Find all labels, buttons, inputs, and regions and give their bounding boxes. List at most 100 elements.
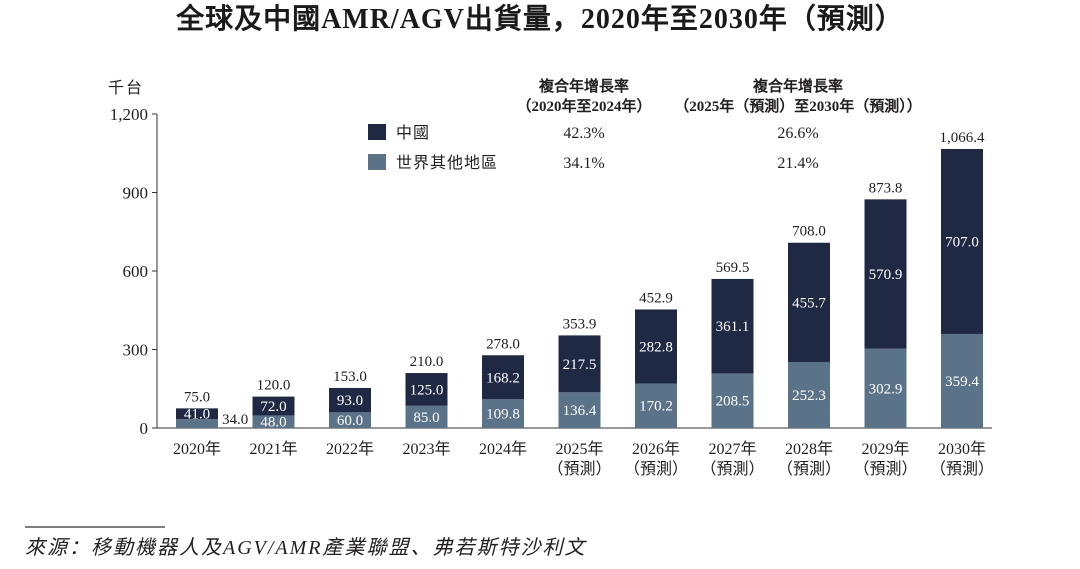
bar-segment-china: [788, 242, 830, 362]
bar-segment-rest-of-world: [864, 348, 907, 428]
segment-value-label: 109.8: [486, 407, 520, 423]
segment-value-label: 125.0: [410, 382, 444, 398]
segment-value-label: 217.5: [563, 357, 597, 373]
bar-total-label: 452.9: [639, 290, 673, 306]
bar-segment-china: [482, 355, 524, 400]
chart-title: 全球及中國AMR/AGV出貨量，2020年至2030年（預測）: [176, 4, 904, 35]
x-tick-label: 2029年: [861, 440, 909, 458]
bar-group: 359.4 707.0 1,066.4 2030年 （預測）: [930, 130, 994, 478]
bar-segment-china: [176, 408, 218, 420]
segment-value-label: 361.1: [716, 319, 750, 335]
segment-value-label: 34.0: [222, 412, 248, 428]
y-tick-label: 1,200: [110, 105, 148, 124]
cagr-period: （2020年至2024年）: [516, 97, 651, 115]
segment-value-label: 282.8: [639, 339, 673, 355]
segment-value-label: 170.2: [639, 399, 673, 415]
cagr-value-china: 42.3%: [563, 125, 604, 142]
legend-label-rest-of-world: 世界其他地區: [396, 154, 498, 172]
segment-value-label: 136.4: [563, 403, 597, 419]
x-tick-label: 2028年: [785, 440, 833, 458]
legend-label-china: 中國: [396, 124, 430, 142]
segment-value-label: 168.2: [486, 370, 520, 386]
x-tick-label: 2024年: [479, 440, 527, 458]
bar-group: 252.3 455.7 708.0 2028年 （預測）: [777, 224, 841, 478]
segment-value-label: 60.0: [337, 413, 363, 429]
bar-segment-rest-of-world: [482, 399, 524, 428]
bar-segment-rest-of-world: [558, 392, 601, 428]
cagr-table: 複合年增長率 （2020年至2024年） 42.3% 34.1% 複合年增長率 …: [516, 77, 921, 172]
bar-group: 34.0 41.0 75.0 2020年: [173, 389, 248, 458]
segment-value-label: 41.0: [184, 407, 210, 423]
cagr-heading: 複合年增長率: [752, 77, 843, 95]
plot-area: 0 300 600 900 1,200 34.0 41.0 75.0 2020年 48.072.0…: [110, 105, 994, 478]
bar-segment-china: [405, 373, 448, 406]
bar-segment-rest-of-world: [252, 415, 295, 428]
bar-segment-rest-of-world: [941, 333, 983, 428]
bar-total-label: 120.0: [257, 378, 291, 394]
bar-segment-rest-of-world: [176, 419, 218, 428]
bar-total-label: 569.5: [716, 260, 750, 276]
bar-segment-china: [941, 148, 983, 334]
y-tick-label: 600: [123, 262, 149, 281]
bar-segment-rest-of-world: [788, 361, 830, 428]
x-tick-sublabel: （預測）: [547, 460, 611, 478]
bar-total-label: 873.8: [869, 180, 903, 196]
bar-total-label: 278.0: [486, 336, 520, 352]
y-tick-label: 900: [123, 184, 149, 203]
bar-segment-rest-of-world: [711, 373, 754, 428]
segment-value-label: 252.3: [792, 388, 826, 404]
x-tick-sublabel: （預測）: [700, 460, 764, 478]
bar-segment-china: [558, 335, 601, 393]
segment-value-label: 208.5: [716, 394, 750, 410]
bar-segment-rest-of-world: [405, 405, 448, 428]
cagr-heading: 複合年增長率: [538, 77, 629, 95]
bar-group: 302.9 570.9 873.8 2029年 （預測）: [853, 180, 917, 478]
bar-segment-china: [864, 199, 907, 349]
segment-value-label: 707.0: [945, 234, 979, 250]
segment-value-label: 570.9: [869, 267, 903, 283]
bar-segment-china: [329, 387, 371, 413]
x-tick-label: 2027年: [708, 440, 756, 458]
bar-segment-rest-of-world: [329, 412, 371, 428]
x-tick-label: 2022年: [326, 440, 374, 458]
segment-value-label: 48.0: [260, 415, 286, 431]
x-tick-label: 2026年: [632, 440, 680, 458]
x-tick-label: 2030年: [938, 440, 986, 458]
x-tick-label: 2020年: [173, 440, 221, 458]
cagr-period: （2025年（預測）至2030年（預測））: [674, 97, 922, 115]
segment-value-label: 72.0: [260, 399, 286, 415]
segment-value-label: 302.9: [869, 381, 903, 397]
bar-segment-china: [711, 278, 754, 374]
cagr-value-china: 26.6%: [777, 125, 818, 142]
segment-value-label: 85.0: [413, 410, 439, 426]
x-tick-sublabel: （預測）: [777, 460, 841, 478]
y-tick-label: 0: [140, 419, 149, 438]
bar-group: 170.2 282.8 452.9 2026年 （預測）: [624, 290, 688, 478]
y-axis-unit-label: 千台: [108, 79, 144, 97]
bar-segment-rest-of-world: [635, 383, 677, 428]
source-note: 來源：移動機器人及AGV/AMR產業聯盟、弗若斯特沙利文: [25, 537, 587, 559]
bar-total-label: 1,066.4: [940, 130, 986, 146]
bar-total-label: 353.9: [563, 316, 597, 332]
bar-group: 85.0 125.0 210.0 2023年: [402, 354, 450, 458]
legend-swatch-rest-of-world: [368, 154, 386, 170]
y-tick-label: 300: [123, 341, 149, 360]
segment-value-label: 455.7: [792, 295, 826, 311]
bar-segment-china: [252, 396, 295, 416]
bar-total-label: 75.0: [184, 389, 210, 405]
segment-value-label: 359.4: [945, 374, 979, 390]
x-tick-sublabel: （預測）: [853, 460, 917, 478]
x-tick-label: 2023年: [402, 440, 450, 458]
legend: 中國 世界其他地區: [368, 124, 498, 172]
bar-total-label: 708.0: [792, 224, 826, 240]
segment-value-label: 93.0: [337, 393, 363, 409]
bar-segment-china: [635, 309, 677, 384]
bar-group: 109.8 168.2 278.0 2024年: [479, 336, 527, 458]
bar-total-label: 153.0: [333, 369, 367, 385]
cagr-value-rest-of-world: 21.4%: [777, 155, 818, 172]
cagr-value-rest-of-world: 34.1%: [563, 155, 604, 172]
x-tick-sublabel: （預測）: [624, 460, 688, 478]
bar-total-label: 210.0: [410, 354, 444, 370]
x-tick-sublabel: （預測）: [930, 460, 994, 478]
